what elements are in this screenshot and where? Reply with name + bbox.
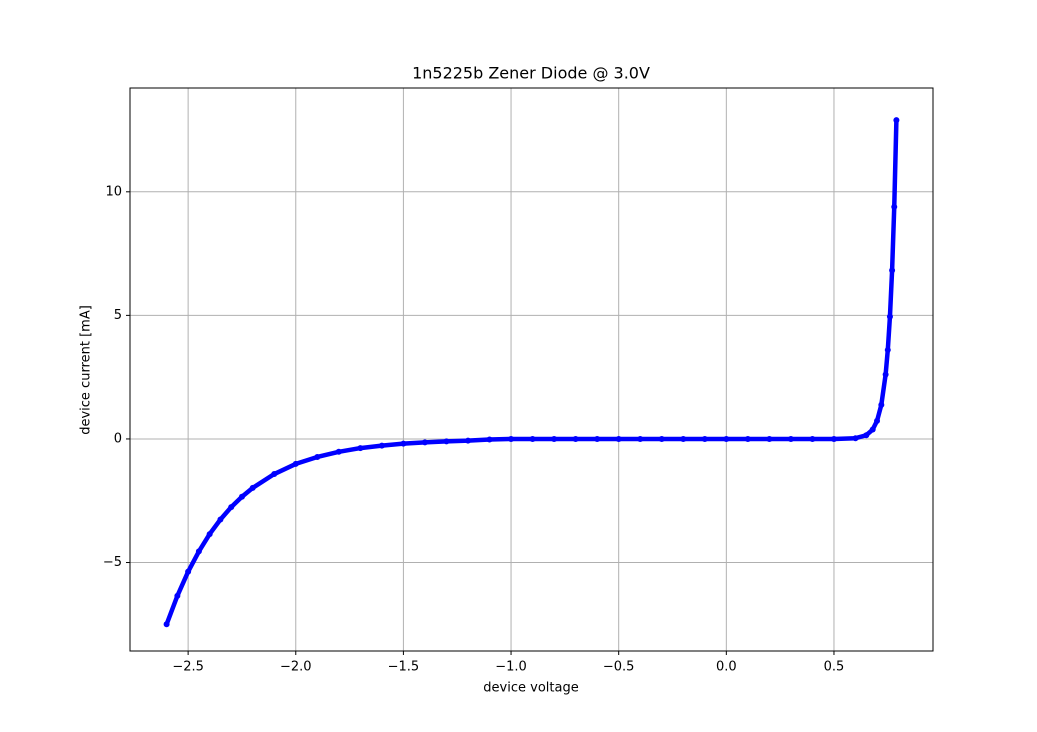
y-tick-label: 0 <box>114 431 122 446</box>
data-point <box>421 439 428 446</box>
data-point <box>766 435 773 442</box>
x-tick-label: 0.0 <box>716 660 737 675</box>
x-tick-label: 0.5 <box>824 660 845 675</box>
y-tick-label: −5 <box>103 555 122 570</box>
data-line <box>164 117 899 627</box>
data-point <box>400 440 407 447</box>
data-point <box>486 436 493 443</box>
y-axis-label: device current [mA] <box>79 305 94 435</box>
data-point <box>874 417 881 424</box>
data-point <box>658 435 665 442</box>
data-point <box>882 371 889 378</box>
x-tick-label: −0.5 <box>603 660 635 675</box>
data-point <box>594 435 601 442</box>
x-axis-label: device voltage <box>483 681 578 696</box>
data-point <box>878 401 885 408</box>
x-tick-label: −1.0 <box>495 660 527 675</box>
data-point <box>830 435 837 442</box>
data-point <box>869 426 876 433</box>
data-point <box>615 435 622 442</box>
data-point <box>206 531 213 538</box>
data-point <box>195 548 202 555</box>
data-point <box>314 453 321 460</box>
data-point <box>889 267 896 274</box>
data-point <box>886 313 893 320</box>
data-point <box>529 435 536 442</box>
data-point <box>787 435 794 442</box>
data-point <box>508 435 515 442</box>
data-point <box>551 435 558 442</box>
data-point <box>680 435 687 442</box>
data-point <box>701 435 708 442</box>
x-tick-label: −1.5 <box>388 660 420 675</box>
data-point <box>893 117 900 124</box>
data-point <box>637 435 644 442</box>
data-point <box>744 435 751 442</box>
plot-frame <box>129 87 934 652</box>
data-point <box>228 504 235 511</box>
data-point <box>174 592 181 599</box>
data-point <box>884 346 891 353</box>
chart-title: 1n5225b Zener Diode @ 3.0V <box>412 64 650 83</box>
data-point <box>572 435 579 442</box>
data-point <box>378 442 385 449</box>
data-point <box>809 435 816 442</box>
data-point <box>335 448 342 455</box>
y-tick-label: 5 <box>114 308 122 323</box>
data-point <box>238 493 245 500</box>
data-point <box>891 203 898 210</box>
data-point <box>357 445 364 452</box>
x-tick-label: −2.5 <box>172 660 204 675</box>
x-tick-label: −2.0 <box>280 660 312 675</box>
data-point <box>292 460 299 467</box>
y-tick-label: 10 <box>105 184 122 199</box>
data-point <box>217 516 224 523</box>
data-point <box>863 432 870 439</box>
data-point <box>185 568 192 575</box>
data-point <box>443 438 450 445</box>
data-point <box>852 435 859 442</box>
data-point <box>723 435 730 442</box>
data-point <box>464 437 471 444</box>
data-point <box>271 471 278 478</box>
data-point <box>163 621 170 628</box>
data-point <box>249 484 256 491</box>
